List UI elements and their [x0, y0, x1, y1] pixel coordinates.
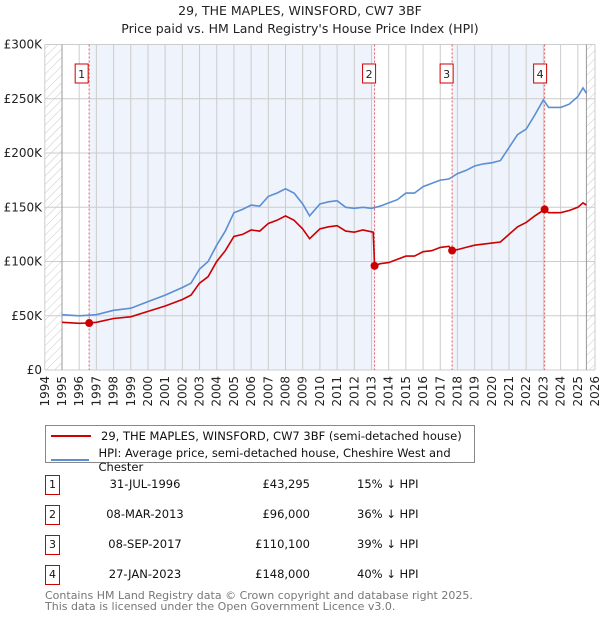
sale-hpi-diff: 40% ↓ HPI [357, 567, 419, 581]
x-tick-label: 2013 [364, 376, 378, 407]
sale-row: 1 31-JUL-1996 £43,295 15% ↓ HPI [45, 475, 445, 495]
sale-row: 4 27-JAN-2023 £148,000 40% ↓ HPI [45, 565, 445, 585]
x-tick-label: 2000 [141, 376, 155, 407]
x-tick-label: 1994 [38, 376, 52, 407]
sale-point [540, 205, 549, 214]
x-tick-label: 2021 [502, 376, 516, 407]
legend: 29, THE MAPLES, WINSFORD, CW7 3BF (semi-… [45, 425, 475, 474]
legend-label-hpi: HPI: Average price, semi-detached house,… [98, 446, 451, 474]
x-tick-label: 1997 [89, 376, 103, 407]
sale-hpi-diff: 39% ↓ HPI [357, 537, 419, 551]
x-tick-label: 2025 [571, 376, 585, 407]
legend-label-price: 29, THE MAPLES, WINSFORD, CW7 3BF (semi-… [101, 429, 462, 443]
hpi-line-swatch [51, 459, 89, 461]
y-tick-label: £150K [4, 200, 44, 214]
y-tick-label: £300K [4, 38, 44, 52]
legend-item-price: 29, THE MAPLES, WINSFORD, CW7 3BF (semi-… [51, 429, 462, 443]
x-tick-label: 2003 [193, 376, 207, 407]
sale-marker-badge: 4 [45, 565, 60, 585]
x-tick-label: 2014 [382, 376, 396, 407]
sale-marker-badge: 2 [45, 505, 60, 525]
sale-date: 27-JAN-2023 [108, 567, 182, 581]
x-tick-label: 2010 [313, 376, 327, 407]
sale-marker-badge: 3 [45, 535, 60, 555]
x-tick-label: 1998 [107, 376, 121, 407]
legend-item-hpi: HPI: Average price, semi-detached house,… [51, 446, 474, 474]
sale-price: £96,000 [262, 507, 310, 521]
sale-date: 08-SEP-2017 [108, 537, 182, 551]
x-tick-label: 2015 [399, 376, 413, 407]
sale-date: 31-JUL-1996 [109, 477, 181, 491]
x-tick-label: 2011 [330, 376, 344, 407]
x-tick-label: 1999 [124, 376, 138, 407]
sale-marker-box [362, 63, 377, 84]
sale-hpi-diff: 15% ↓ HPI [357, 477, 419, 491]
chart-title: 29, THE MAPLES, WINSFORD, CW7 3BF [178, 3, 422, 18]
x-tick-label: 2020 [485, 376, 499, 407]
sale-row: 2 08-MAR-2013 £96,000 36% ↓ HPI [45, 505, 445, 525]
sale-marker-box [533, 63, 548, 84]
x-tick-label: 2008 [279, 376, 293, 407]
x-tick-label: 2009 [296, 376, 310, 407]
sale-point [370, 261, 379, 270]
x-tick-label: 2016 [416, 376, 430, 407]
x-tick-label: 2024 [554, 376, 568, 407]
sale-price: £148,000 [255, 567, 310, 581]
y-tick-label: £200K [4, 146, 44, 160]
price-chart: 29, THE MAPLES, WINSFORD, CW7 3BF Price … [4, 3, 600, 407]
sale-marker-label: 4 [537, 68, 544, 81]
sale-marker-box [74, 63, 89, 84]
footer-copyright: Contains HM Land Registry data © Crown c… [45, 589, 473, 602]
x-tick-label: 2004 [210, 376, 224, 407]
y-tick-label: £0 [27, 363, 42, 377]
sale-point [448, 246, 457, 255]
x-tick-label: 2022 [519, 376, 533, 407]
sale-row: 3 08-SEP-2017 £110,100 39% ↓ HPI [45, 535, 445, 555]
y-tick-label: £100K [4, 255, 44, 269]
x-tick-label: 1995 [55, 376, 69, 407]
x-tick-label: 2026 [588, 376, 600, 407]
sale-date: 08-MAR-2013 [106, 507, 184, 521]
x-tick-label: 2005 [227, 376, 241, 407]
sale-marker-label: 2 [366, 68, 373, 81]
price-series-line [61, 201, 587, 325]
sale-marker-box [439, 63, 454, 84]
x-tick-label: 2023 [536, 376, 550, 407]
footer-licence: This data is licensed under the Open Gov… [45, 600, 396, 613]
chart-subtitle: Price paid vs. HM Land Registry's House … [121, 21, 478, 36]
sale-marker-badge: 1 [45, 475, 60, 495]
sale-marker-label: 3 [443, 68, 450, 81]
sale-price: £43,295 [262, 477, 310, 491]
hpi-series-line [61, 86, 588, 317]
x-tick-label: 2012 [347, 376, 361, 407]
y-tick-label: £250K [4, 92, 44, 106]
x-tick-label: 1996 [72, 376, 86, 407]
x-tick-label: 2007 [261, 376, 275, 407]
sale-hpi-diff: 36% ↓ HPI [357, 507, 419, 521]
x-tick-label: 2006 [244, 376, 258, 407]
x-tick-label: 2019 [468, 376, 482, 407]
x-tick-label: 2018 [450, 376, 464, 407]
sale-price: £110,100 [255, 537, 310, 551]
x-tick-label: 2001 [158, 376, 172, 407]
x-tick-label: 2017 [433, 376, 447, 407]
sale-marker-label: 1 [78, 68, 85, 81]
price-line-swatch [51, 435, 91, 437]
sale-point [85, 319, 94, 328]
x-tick-label: 2002 [175, 376, 189, 407]
y-tick-label: £50K [11, 309, 43, 323]
